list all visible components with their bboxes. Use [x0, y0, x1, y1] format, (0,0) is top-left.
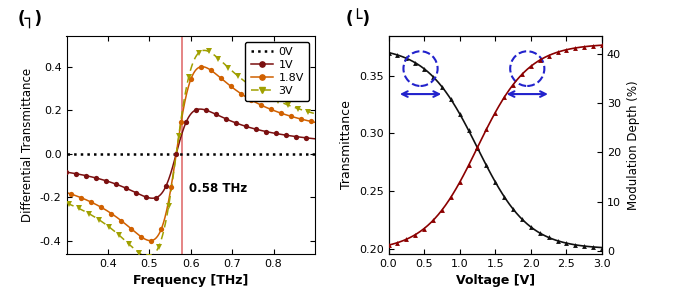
Legend: 0V, 1V, 1.8V, 3V: 0V, 1V, 1.8V, 3V — [245, 42, 309, 101]
Y-axis label: Transmittance: Transmittance — [340, 101, 354, 189]
Y-axis label: Differential Transmittance: Differential Transmittance — [21, 68, 34, 222]
X-axis label: Voltage [V]: Voltage [V] — [456, 274, 535, 287]
Text: (└): (└) — [346, 10, 371, 27]
Text: 0.58 THz: 0.58 THz — [189, 182, 247, 195]
Y-axis label: Modulation Depth (%): Modulation Depth (%) — [626, 80, 640, 210]
X-axis label: Frequency [THz]: Frequency [THz] — [133, 274, 248, 287]
Text: (┐): (┐) — [18, 9, 43, 27]
